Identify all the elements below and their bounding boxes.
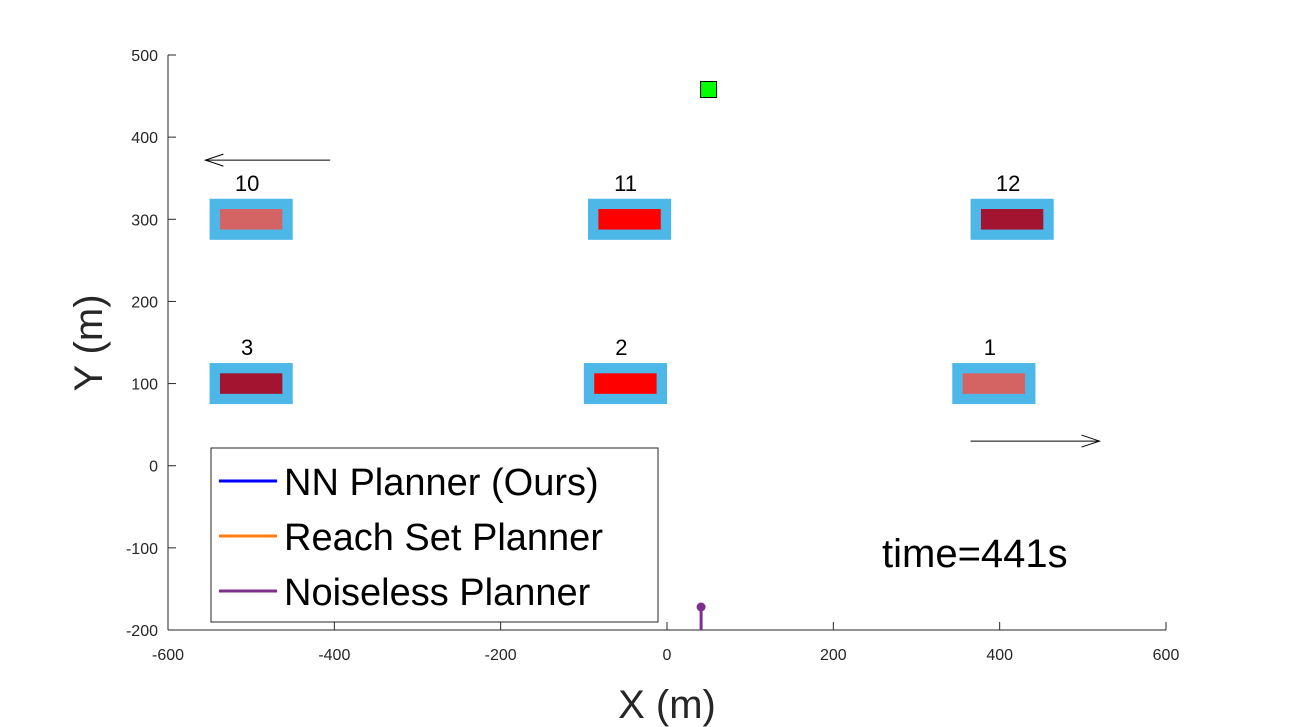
direction-arrow-head	[1081, 434, 1102, 448]
legend-entries: NN Planner (Ours) Reach Set Planner Noisel…	[219, 462, 603, 614]
trajectory-layer	[696, 602, 706, 630]
y-tick-label: 500	[131, 48, 158, 65]
x-ticks: -600 -400 -200 0 200 400 600	[152, 622, 1179, 664]
x-tick-label: 400	[986, 647, 1013, 664]
vehicle-body	[598, 209, 661, 230]
vehicle-label: 1	[984, 335, 996, 360]
legend-label: NN Planner (Ours)	[284, 462, 599, 504]
vehicle-label: 12	[996, 171, 1020, 196]
y-tick-label: 0	[149, 459, 158, 476]
goal-marker	[700, 81, 718, 98]
legend-label: Noiseless Planner	[284, 572, 591, 614]
y-tick-label: 400	[131, 130, 158, 147]
vehicle-body	[594, 373, 657, 394]
y-tick-label: 100	[131, 377, 158, 394]
goal-layer	[700, 81, 718, 98]
direction-arrow-head	[203, 153, 224, 167]
y-axis-label: Y (m)	[67, 294, 111, 391]
legend-label: Reach Set Planner	[284, 517, 603, 559]
legend-box	[210, 447, 659, 623]
vehicle-label: 11	[614, 171, 637, 196]
x-tick-label: 600	[1153, 647, 1180, 664]
vehicle-body	[962, 373, 1026, 394]
x-tick-label: 200	[820, 647, 847, 664]
x-axis-label: X (m)	[618, 683, 716, 727]
vehicle-body	[219, 209, 283, 230]
vehicle-label: 3	[241, 335, 253, 360]
legend: NN Planner (Ours) Reach Set Planner Noisel…	[210, 447, 659, 623]
vehicle-body	[980, 209, 1044, 230]
vehicle-label: 10	[235, 171, 259, 196]
y-tick-label: -200	[126, 623, 158, 640]
direction-arrows	[203, 153, 1102, 448]
vehicle-label: 2	[615, 335, 627, 360]
x-tick-label: -400	[318, 647, 350, 664]
plot-area: -600 -400 -200 0 200 400 600 -200 -100 0 100 200 30…	[126, 48, 1179, 664]
time-annotation: time=441s	[882, 532, 1068, 576]
y-tick-label: 200	[131, 294, 158, 311]
y-tick-label: 300	[131, 212, 158, 229]
x-tick-label: 0	[663, 647, 672, 664]
y-ticks: -200 -100 0 100 200 300 400 500	[126, 48, 176, 640]
vehicles: 10 11 12 3 2 1	[209, 171, 1054, 405]
x-tick-label: -600	[152, 647, 184, 664]
x-tick-label: -200	[485, 647, 517, 664]
y-tick-label: -100	[126, 541, 158, 558]
vehicle-body	[219, 373, 283, 394]
agent-position-marker	[696, 602, 706, 612]
